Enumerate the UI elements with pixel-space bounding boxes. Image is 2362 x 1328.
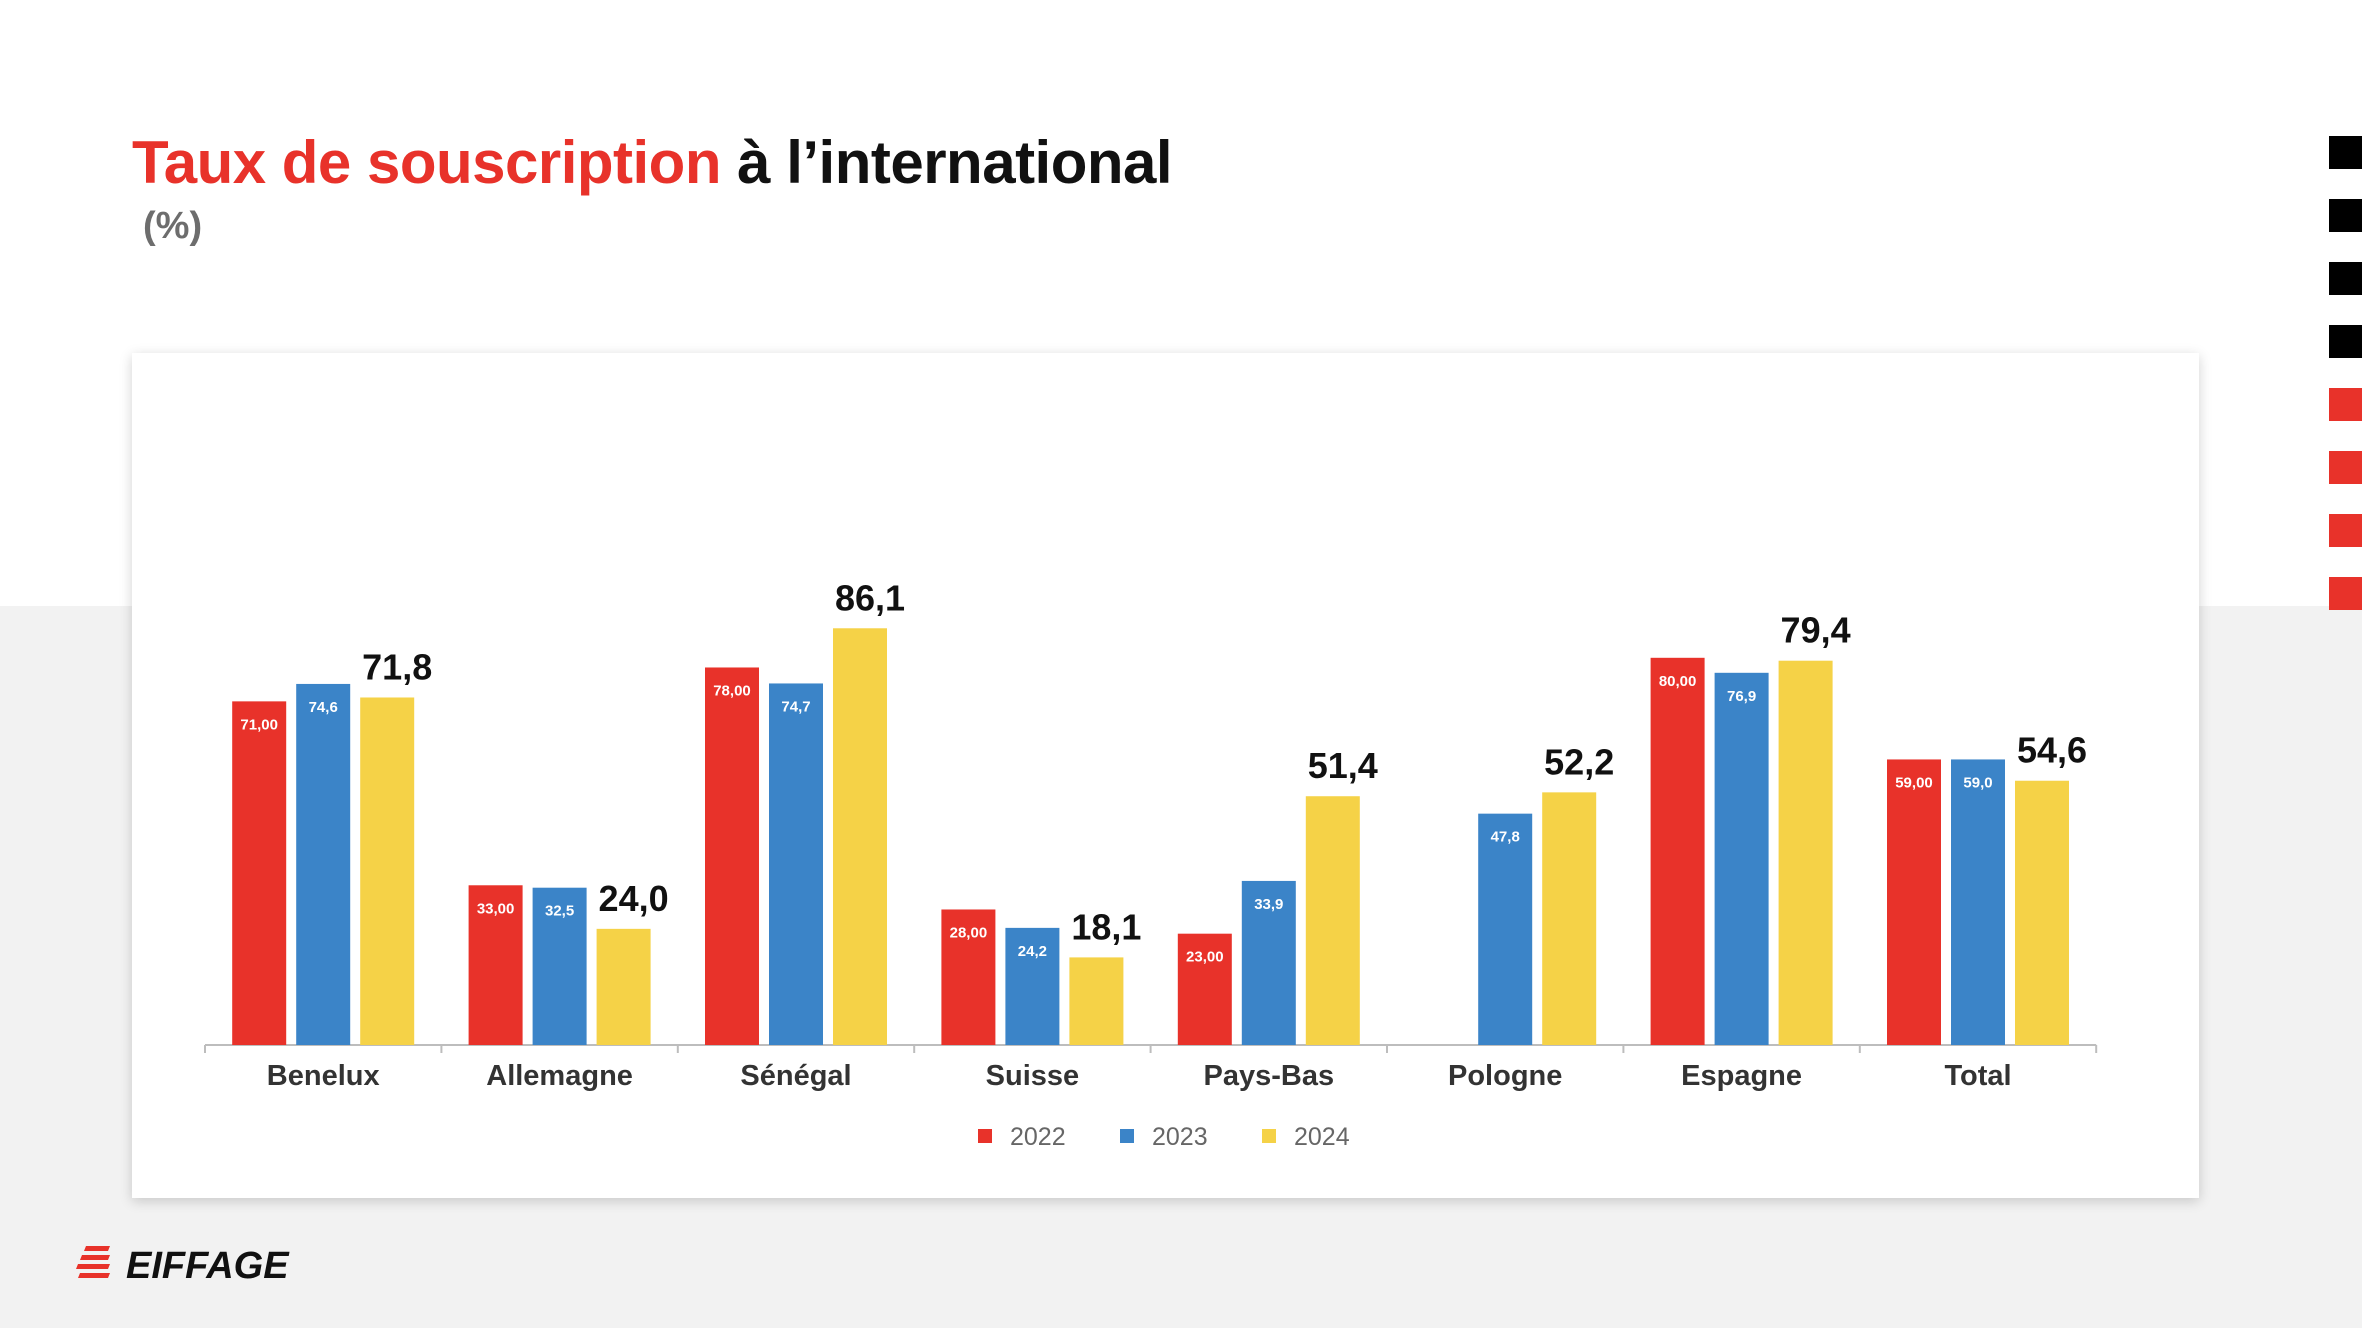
decor-square bbox=[2329, 514, 2362, 547]
bar-2023-allemagne bbox=[532, 887, 587, 1045]
data-label-2023: 47,8 bbox=[1491, 829, 1520, 846]
bar-2022-suisse bbox=[941, 909, 996, 1045]
bar-2024-allemagne bbox=[596, 928, 651, 1045]
category-label: Pologne bbox=[1448, 1060, 1562, 1092]
bar-2022-sénégal bbox=[705, 667, 759, 1045]
bar-2023-pologne bbox=[1478, 813, 1533, 1045]
bar-2023-pays-bas bbox=[1241, 880, 1296, 1045]
decor-square bbox=[2329, 325, 2362, 358]
decor-square bbox=[2329, 577, 2362, 610]
bar-2023-benelux bbox=[296, 683, 351, 1045]
logo-text: EIFFAGE bbox=[126, 1245, 290, 1287]
bar-2022-espagne bbox=[1650, 657, 1705, 1045]
data-label-2022: 78,00 bbox=[713, 682, 751, 699]
bar-2023-suisse bbox=[1005, 927, 1060, 1045]
category-label: Benelux bbox=[267, 1060, 380, 1092]
data-label-2024: 54,6 bbox=[2017, 730, 2087, 771]
legend-swatch-2024 bbox=[1262, 1129, 1276, 1143]
bar-2024-suisse bbox=[1069, 957, 1124, 1045]
data-label-2023: 33,9 bbox=[1254, 896, 1283, 913]
bar-2024-benelux bbox=[360, 697, 415, 1045]
data-label-2023: 24,2 bbox=[1018, 943, 1047, 960]
data-label-2023: 32,5 bbox=[545, 903, 574, 920]
bar-2022-pays-bas bbox=[1177, 933, 1232, 1045]
category-label: Sénégal bbox=[740, 1060, 851, 1092]
data-label-2022: 71,00 bbox=[240, 716, 278, 733]
data-label-2024: 24,0 bbox=[599, 878, 669, 919]
bar-2024-espagne bbox=[1778, 660, 1833, 1045]
legend-swatch-2023 bbox=[1120, 1129, 1134, 1143]
bar-2023-espagne bbox=[1714, 672, 1769, 1045]
legend-label-2022: 2022 bbox=[1010, 1123, 1066, 1151]
eiffage-logo: EIFFAGE bbox=[76, 1245, 290, 1287]
data-label-2023: 59,0 bbox=[1963, 774, 1992, 791]
data-label-2024: 79,4 bbox=[1781, 610, 1851, 651]
data-label-2022: 59,00 bbox=[1895, 774, 1933, 791]
data-label-2024: 51,4 bbox=[1308, 745, 1378, 786]
bar-2022-allemagne bbox=[468, 885, 523, 1045]
category-label: Espagne bbox=[1681, 1060, 1802, 1092]
logo-mark-icon bbox=[76, 1246, 110, 1278]
category-label: Pays-Bas bbox=[1204, 1060, 1335, 1092]
bar-2024-pologne bbox=[1542, 792, 1597, 1045]
bar-2023-sénégal bbox=[769, 683, 823, 1045]
category-label: Suisse bbox=[986, 1060, 1080, 1092]
bar-2023-total bbox=[1951, 759, 2005, 1045]
legend-label-2023: 2023 bbox=[1152, 1123, 1208, 1151]
bar-chart: 71,00 74,6 71,8 Benelux 33,00 32,5 24,0 Allemag… bbox=[204, 577, 2098, 1151]
data-label-2024: 86,1 bbox=[835, 577, 905, 618]
decor-square bbox=[2329, 388, 2362, 421]
chart-card: 71,00 74,6 71,8 Benelux 33,00 32,5 24,0 Allemag… bbox=[132, 353, 2199, 1198]
title-highlight: Taux de souscription bbox=[132, 129, 721, 196]
unit-subtitle: (%) bbox=[143, 205, 203, 247]
page-title: Taux de souscription à l’international bbox=[132, 128, 1173, 197]
decor-square bbox=[2329, 262, 2362, 295]
decor-square bbox=[2329, 451, 2362, 484]
bar-2024-pays-bas bbox=[1305, 796, 1360, 1045]
data-label-2022: 28,00 bbox=[950, 924, 988, 941]
data-label-2024: 71,8 bbox=[362, 646, 432, 687]
bar-2022-benelux bbox=[232, 701, 287, 1045]
data-label-2024: 52,2 bbox=[1544, 741, 1614, 782]
data-label-2022: 23,00 bbox=[1186, 949, 1224, 966]
data-label-2022: 80,00 bbox=[1659, 673, 1697, 690]
category-label: Allemagne bbox=[486, 1060, 633, 1092]
bar-2024-sénégal bbox=[833, 628, 887, 1045]
decor-square bbox=[2329, 136, 2362, 169]
data-label-2023: 74,7 bbox=[781, 698, 810, 715]
data-label-2022: 33,00 bbox=[477, 900, 515, 917]
bar-2024-total bbox=[2015, 780, 2069, 1045]
bar-2022-total bbox=[1887, 759, 1941, 1045]
data-label-2023: 74,6 bbox=[309, 699, 338, 716]
data-label-2023: 76,9 bbox=[1727, 688, 1756, 705]
decor-squares bbox=[2329, 136, 2362, 640]
data-label-2024: 18,1 bbox=[1071, 906, 1141, 947]
legend-label-2024: 2024 bbox=[1294, 1123, 1350, 1151]
title-rest: à l’international bbox=[720, 129, 1173, 196]
legend-swatch-2022 bbox=[978, 1129, 992, 1143]
category-label: Total bbox=[1944, 1060, 2011, 1092]
decor-square bbox=[2329, 199, 2362, 232]
